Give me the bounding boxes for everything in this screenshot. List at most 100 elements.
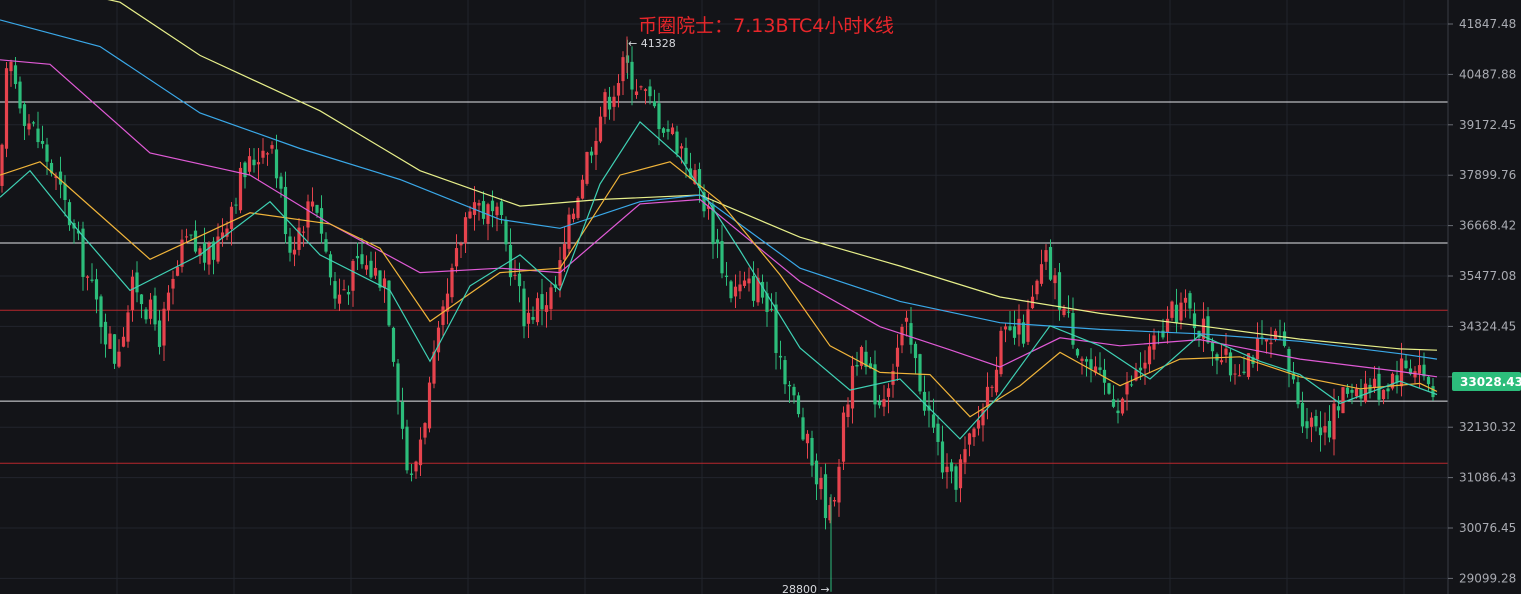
candle-body [697, 169, 702, 189]
candle-body [603, 92, 607, 117]
candle-body [1035, 280, 1039, 295]
candle-body [360, 254, 364, 265]
candle-body [1431, 386, 1435, 398]
candle-body [1048, 246, 1053, 280]
candle-body [981, 409, 985, 426]
candle-body [621, 57, 625, 82]
candle-body [1390, 373, 1395, 389]
candle-body [805, 433, 810, 444]
moving-average-line [107, 0, 1438, 351]
candle-body [1255, 338, 1260, 360]
candle-body [171, 278, 175, 289]
horizontal-levels [0, 101, 1448, 464]
candle-body [126, 312, 130, 342]
candle-body [324, 239, 328, 252]
candle-body [76, 230, 81, 234]
candle-body [1260, 336, 1264, 338]
candle-body [1237, 375, 1242, 377]
candle-body [891, 371, 895, 385]
candle-body [814, 460, 819, 485]
candle-body [976, 420, 981, 429]
candle-body [702, 192, 706, 212]
candle-body [715, 239, 720, 244]
candle-body [652, 101, 657, 107]
candle-body [864, 351, 868, 368]
candle-body [499, 201, 504, 216]
candle-body [301, 231, 306, 233]
candle-body [1147, 346, 1152, 365]
candle-body [189, 234, 193, 236]
candle-body [202, 243, 207, 263]
y-tick-label: 40487.88 [1459, 67, 1516, 81]
candle-body [747, 278, 751, 284]
high-annotation: ← 41328 [628, 37, 676, 50]
candle-body [1201, 318, 1206, 339]
candle-body [567, 214, 571, 249]
candle-body [346, 292, 351, 295]
candle-body [904, 317, 909, 322]
candle-body [1161, 330, 1165, 338]
candle-body [774, 304, 778, 354]
candle-body [544, 305, 549, 312]
candle-body [423, 423, 427, 438]
candle-body [27, 123, 31, 130]
chart-title: 币圈院士：7.13BTC4小时K线 [638, 15, 894, 37]
candle-body [585, 151, 589, 184]
candle-body [913, 343, 918, 359]
candle-body [967, 433, 972, 445]
candle-body [315, 204, 319, 213]
candle-body [994, 369, 999, 393]
candle-body [94, 279, 99, 300]
candle-body [1125, 382, 1129, 395]
current-price-label: 33028.43 [1460, 375, 1521, 389]
candle-body [616, 83, 621, 96]
candle-body [1012, 326, 1017, 338]
candle-body [490, 200, 495, 212]
candle-body [846, 404, 850, 418]
candle-body [441, 306, 445, 325]
candle-body [220, 232, 225, 238]
candle-body [166, 292, 171, 311]
candle-body [292, 249, 297, 255]
candle-body [1134, 370, 1138, 381]
candle-body [36, 128, 40, 143]
candle-body [144, 309, 148, 320]
candle-body [1359, 389, 1363, 399]
candle-body [225, 228, 229, 237]
candle-body [1089, 359, 1093, 370]
moving-average-line [0, 120, 1438, 440]
candle-body [958, 459, 963, 489]
candle-body [972, 428, 976, 438]
candle-body [1264, 339, 1269, 342]
candle-body [612, 96, 616, 107]
candle-body [1300, 402, 1305, 427]
candle-body [436, 327, 441, 353]
candle-body [724, 275, 729, 278]
candle-body [427, 382, 432, 429]
candle-body [1165, 318, 1170, 333]
candle-body [823, 474, 828, 519]
candle-body [216, 236, 220, 262]
candle-body [868, 363, 873, 369]
candle-body [162, 308, 166, 346]
candle-body [418, 439, 423, 466]
candle-body [1417, 365, 1422, 374]
candle-body [117, 351, 121, 367]
candle-body [1116, 410, 1120, 414]
candle-body [1242, 371, 1246, 373]
candle-body [468, 211, 472, 219]
candle-body [931, 414, 936, 428]
candle-body [1093, 366, 1098, 373]
candle-body [504, 219, 508, 245]
candle-body [855, 364, 859, 367]
candle-body [1044, 250, 1048, 262]
candle-body [9, 61, 13, 72]
candle-body [108, 333, 112, 349]
candle-body [1219, 360, 1224, 363]
candle-body [1224, 348, 1228, 355]
candle-body [742, 280, 747, 286]
candle-body [517, 273, 522, 287]
candle-body [1323, 426, 1327, 433]
